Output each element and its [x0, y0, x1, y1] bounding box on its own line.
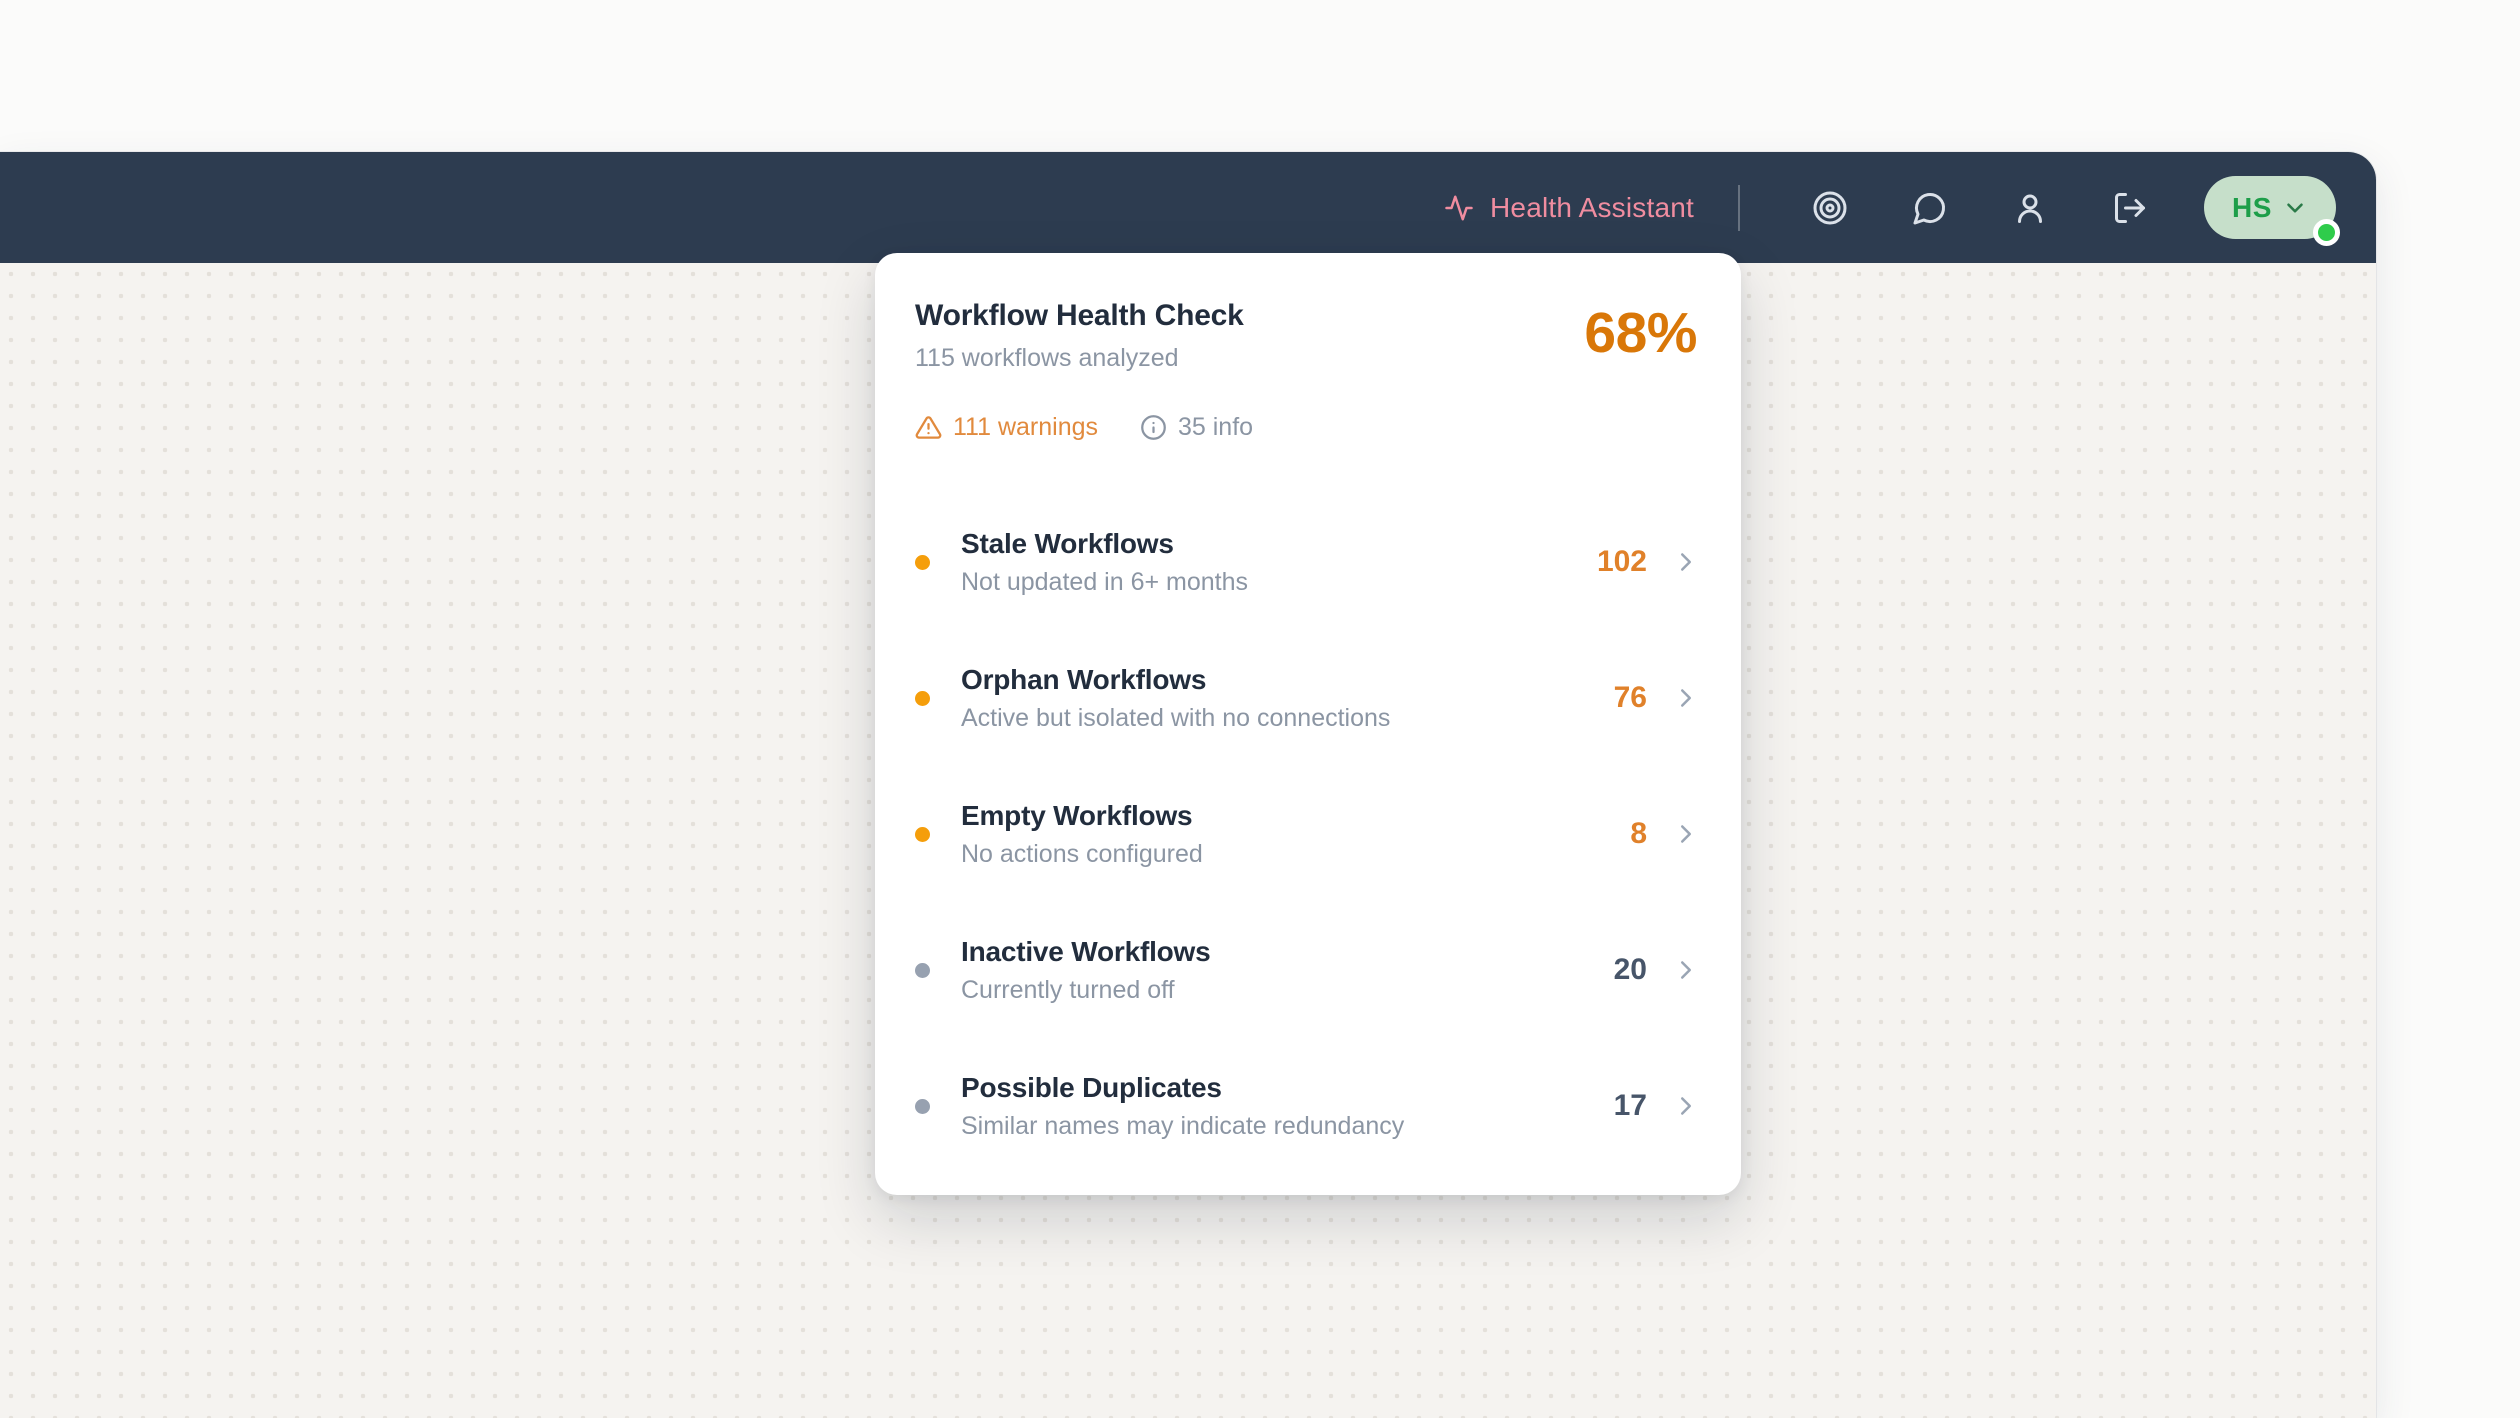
badge-row: 111 warnings 35 info	[915, 413, 1253, 442]
chevron-right-icon	[1671, 955, 1701, 985]
chevron-right-icon	[1671, 683, 1701, 713]
item-count: 20	[1613, 953, 1647, 986]
severity-dot	[915, 554, 930, 570]
logout-icon[interactable]	[2101, 179, 2159, 237]
item-title: Stale Workflows	[961, 527, 1174, 559]
item-count: 102	[1596, 545, 1647, 578]
severity-dot	[915, 826, 930, 842]
item-count: 17	[1613, 1089, 1647, 1122]
item-title: Empty Workflows	[961, 799, 1193, 831]
chevron-down-icon	[2282, 195, 2308, 221]
info-circle-icon	[1140, 414, 1167, 441]
health-assistant-label: Health Assistant	[1490, 191, 1694, 223]
info-badge: 35 info	[1140, 413, 1253, 442]
warnings-badge: 111 warnings	[915, 413, 1098, 442]
list-item-stale-workflows[interactable]: Stale Workflows Not updated in 6+ months…	[875, 494, 1741, 630]
panel-subtitle: 115 workflows analyzed	[915, 344, 1179, 372]
online-status-dot	[2313, 219, 2340, 246]
health-issues-list: Stale Workflows Not updated in 6+ months…	[875, 482, 1741, 1199]
warnings-count-label: 111 warnings	[953, 413, 1098, 441]
toolbar-divider	[1738, 184, 1740, 231]
list-item-orphan-workflows[interactable]: Orphan Workflows Active but isolated wit…	[875, 630, 1741, 766]
item-subtitle: Not updated in 6+ months	[961, 567, 1248, 596]
item-text: Orphan Workflows Active but isolated wit…	[961, 664, 1551, 733]
severity-dot	[915, 1098, 930, 1114]
target-icon[interactable]	[1801, 179, 1859, 237]
item-text: Inactive Workflows Currently turned off	[961, 936, 1551, 1005]
panel-title: Workflow Health Check	[915, 299, 1244, 332]
avatar-initials: HS	[2232, 191, 2272, 223]
list-item-inactive-workflows[interactable]: Inactive Workflows Currently turned off …	[875, 902, 1741, 1038]
top-navigation-bar: Health Assistant HS	[0, 152, 2376, 263]
panel-header-text: Workflow Health Check 115 workflows anal…	[915, 299, 1253, 442]
item-count: 76	[1613, 681, 1647, 714]
chevron-right-icon	[1671, 547, 1701, 577]
activity-icon	[1444, 193, 1474, 223]
user-avatar-menu[interactable]: HS	[2204, 176, 2340, 246]
chevron-right-icon	[1671, 819, 1701, 849]
item-text: Stale Workflows Not updated in 6+ months	[961, 528, 1551, 597]
workflow-health-check-panel: Workflow Health Check 115 workflows anal…	[875, 253, 1741, 1195]
health-assistant-button[interactable]: Health Assistant	[1444, 192, 1694, 224]
item-subtitle: Currently turned off	[961, 975, 1175, 1004]
info-count-label: 35 info	[1178, 413, 1254, 441]
severity-dot	[915, 690, 930, 706]
item-subtitle: Active but isolated with no connections	[961, 703, 1391, 732]
health-score: 68%	[1584, 301, 1697, 365]
item-count: 8	[1630, 817, 1647, 850]
item-subtitle: Similar names may indicate redundancy	[961, 1111, 1405, 1140]
item-title: Orphan Workflows	[961, 663, 1207, 695]
item-title: Inactive Workflows	[961, 935, 1211, 967]
chat-bubble-icon[interactable]	[1901, 179, 1959, 237]
chevron-right-icon	[1671, 1091, 1701, 1121]
panel-header: Workflow Health Check 115 workflows anal…	[875, 253, 1741, 482]
user-icon[interactable]	[2001, 179, 2059, 237]
list-item-empty-workflows[interactable]: Empty Workflows No actions configured 8	[875, 766, 1741, 902]
warning-triangle-icon	[915, 414, 942, 441]
item-subtitle: No actions configured	[961, 839, 1203, 868]
item-text: Empty Workflows No actions configured	[961, 800, 1551, 869]
severity-dot	[915, 962, 930, 978]
item-title: Possible Duplicates	[961, 1071, 1222, 1103]
item-text: Possible Duplicates Similar names may in…	[961, 1072, 1551, 1141]
list-item-possible-duplicates[interactable]: Possible Duplicates Similar names may in…	[875, 1038, 1741, 1174]
